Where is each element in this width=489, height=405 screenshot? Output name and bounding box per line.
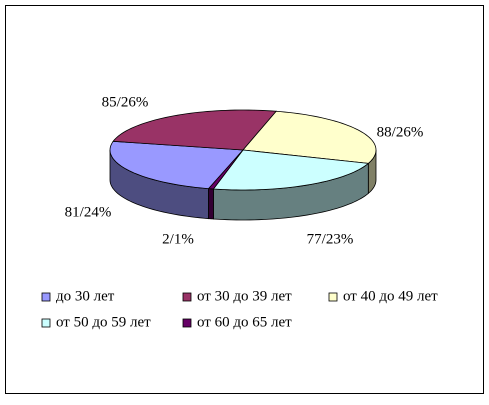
legend-label: до 30 лет [56, 288, 115, 304]
legend-label: от 40 до 49 лет [343, 288, 438, 304]
pie-wall [208, 188, 214, 220]
data-label: 85/26% [102, 94, 149, 110]
legend-swatch [41, 292, 51, 302]
data-label: 2/1% [162, 231, 194, 247]
pie-slice [207, 149, 244, 190]
pie-slice [242, 110, 377, 164]
data-label: 81/24% [65, 204, 112, 220]
legend-swatch [182, 292, 192, 302]
legend-label: от 50 до 59 лет [56, 314, 151, 330]
pie-slice [112, 109, 278, 151]
legend-swatch [182, 318, 192, 328]
legend-label: от 60 до 65 лет [197, 314, 292, 330]
data-label: 77/23% [307, 231, 354, 247]
pie-slice [109, 140, 244, 190]
pie-slice [212, 149, 370, 191]
legend-swatch [41, 318, 51, 328]
legend-label: от 30 до 39 лет [197, 288, 292, 304]
legend-swatch [328, 292, 338, 302]
data-label: 88/26% [377, 124, 424, 140]
